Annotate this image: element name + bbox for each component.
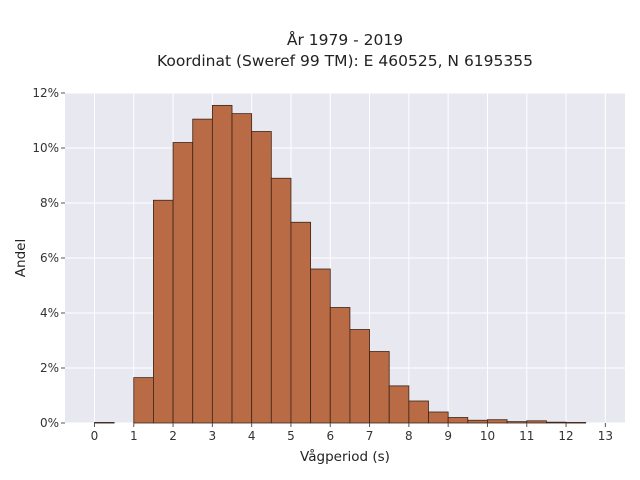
x-tick-label: 6 — [326, 429, 334, 443]
histogram-bar — [467, 419, 488, 424]
histogram-bar — [369, 351, 390, 424]
histogram-bar — [231, 113, 253, 424]
x-tick-label: 11 — [519, 429, 534, 443]
x-tick-label: 12 — [558, 429, 573, 443]
y-tick-label: 0% — [40, 416, 59, 430]
chart-title-line-2: Koordinat (Sweref 99 TM): E 460525, N 61… — [157, 52, 533, 70]
histogram-bar — [546, 421, 567, 424]
histogram-bar — [251, 131, 272, 424]
histogram-bar — [270, 177, 292, 424]
histogram-bar — [408, 400, 429, 424]
y-tick-label: 10% — [32, 141, 59, 155]
histogram-bar — [310, 268, 331, 424]
histogram-bar — [526, 420, 547, 424]
histogram-bar — [487, 419, 508, 424]
x-tick-label: 2 — [169, 429, 177, 443]
histogram-bar — [388, 385, 410, 424]
x-tick-label: 10 — [480, 429, 495, 443]
y-axis-label: Andel — [13, 239, 29, 277]
x-tick-label: 0 — [91, 429, 99, 443]
y-tick-label: 8% — [40, 196, 59, 210]
x-tick-label: 5 — [287, 429, 295, 443]
x-tick-label: 9 — [444, 429, 452, 443]
x-axis-label: Vågperiod (s) — [300, 448, 390, 465]
x-tick-label: 3 — [209, 429, 217, 443]
y-tick-label: 6% — [40, 251, 59, 265]
histogram-bar — [153, 199, 174, 424]
histogram-bar — [172, 142, 194, 424]
histogram-bar — [565, 422, 587, 424]
histogram-bar — [506, 421, 528, 424]
x-tick-label: 4 — [248, 429, 256, 443]
y-tick-label: 12% — [32, 86, 59, 100]
histogram-bar — [94, 422, 115, 424]
histogram-bar — [211, 104, 233, 424]
histogram-bar — [447, 417, 469, 424]
x-tick-label: 13 — [598, 429, 613, 443]
x-tick-label: 7 — [366, 429, 374, 443]
x-tick-label: 8 — [405, 429, 413, 443]
histogram-bar — [133, 377, 154, 424]
histogram-bar — [428, 411, 449, 424]
histogram-bar — [192, 118, 213, 424]
y-tick-label: 4% — [40, 306, 59, 320]
histogram-bar — [329, 307, 351, 424]
y-axis-ticks: 0% 2% 4% 6% 8% 10% 12% — [32, 86, 65, 430]
histogram-bar — [290, 221, 312, 424]
chart-title-line-1: År 1979 - 2019 — [287, 30, 403, 49]
histogram-bars — [94, 104, 587, 424]
x-axis-ticks: 0 1 2 3 4 5 6 7 8 9 10 11 12 13 — [91, 423, 613, 443]
y-tick-label: 2% — [40, 361, 59, 375]
x-tick-label: 1 — [130, 429, 138, 443]
histogram-bar — [349, 329, 370, 424]
